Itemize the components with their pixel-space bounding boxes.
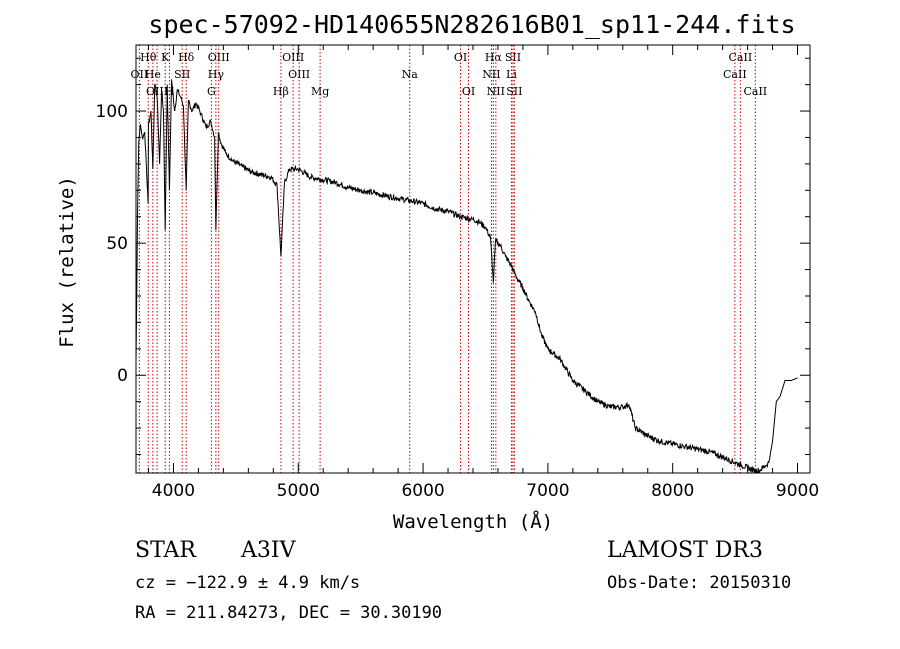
- x-tick-label: 7000: [526, 481, 569, 501]
- axis-ticks: 4000 5000 6000 7000 8000 9000 0 50 100: [96, 45, 819, 501]
- redshift-text: cz = −122.9 ± 4.9 km/s: [135, 573, 361, 593]
- line-marker-label: OIII: [208, 51, 230, 64]
- x-tick-label: 4000: [152, 481, 195, 501]
- survey-name: LAMOST DR3: [607, 538, 763, 563]
- line-marker-label: SII: [505, 51, 521, 64]
- y-tick-label: 50: [106, 234, 128, 254]
- chart-title: spec-57092-HD140655N282616B01_sp11-244.f…: [148, 10, 795, 39]
- x-tick-label: 6000: [401, 481, 444, 501]
- line-marker-label: H: [165, 85, 175, 98]
- line-marker-label: NII: [487, 85, 505, 98]
- line-marker-label: Hα: [485, 51, 503, 64]
- x-axis-label: Wavelength (Å): [393, 510, 553, 533]
- line-marker-label: SII: [506, 85, 522, 98]
- x-tick-label: 5000: [277, 481, 320, 501]
- line-marker-label: Hδ: [178, 51, 195, 64]
- line-marker-label: Hγ: [208, 68, 225, 81]
- line-marker-label: SII: [174, 68, 190, 81]
- x-tick-label: 8000: [651, 481, 694, 501]
- y-axis-label: Flux (relative): [56, 176, 78, 348]
- line-marker-label: OI: [462, 85, 475, 98]
- line-marker-label: He: [145, 68, 161, 81]
- line-marker-label: Li: [506, 68, 517, 81]
- y-tick-label: 0: [117, 366, 128, 386]
- line-marker-label: Na: [402, 68, 419, 81]
- spectrum-line: [135, 79, 798, 474]
- radec-text: RA = 211.84273, DEC = 30.30190: [135, 603, 443, 623]
- line-marker-label: NII: [482, 68, 500, 81]
- spectrum-series: [135, 79, 798, 474]
- line-marker-label: CaII: [723, 68, 747, 81]
- line-marker-label: OII: [131, 68, 149, 81]
- line-marker-label: G: [207, 85, 216, 98]
- obs-date-text: Obs-Date: 20150310: [607, 573, 792, 593]
- line-marker-label: K: [161, 51, 170, 64]
- line-marker-label: OIII: [288, 68, 310, 81]
- line-marker-label: OI: [454, 51, 467, 64]
- line-marker-label: OIII: [282, 51, 304, 64]
- plot-frame: [135, 44, 811, 474]
- object-class: STAR: [135, 538, 196, 563]
- object-subclass: A3IV: [241, 538, 296, 563]
- line-marker-label: Hθ: [140, 51, 157, 64]
- x-tick-label: 9000: [776, 481, 819, 501]
- line-marker-label: CaII: [743, 85, 767, 98]
- line-marker-label: CaII: [729, 51, 753, 64]
- line-marker-label: Mg: [311, 85, 329, 98]
- y-tick-label: 100: [96, 102, 128, 122]
- line-marker-label: Hβ: [273, 85, 289, 98]
